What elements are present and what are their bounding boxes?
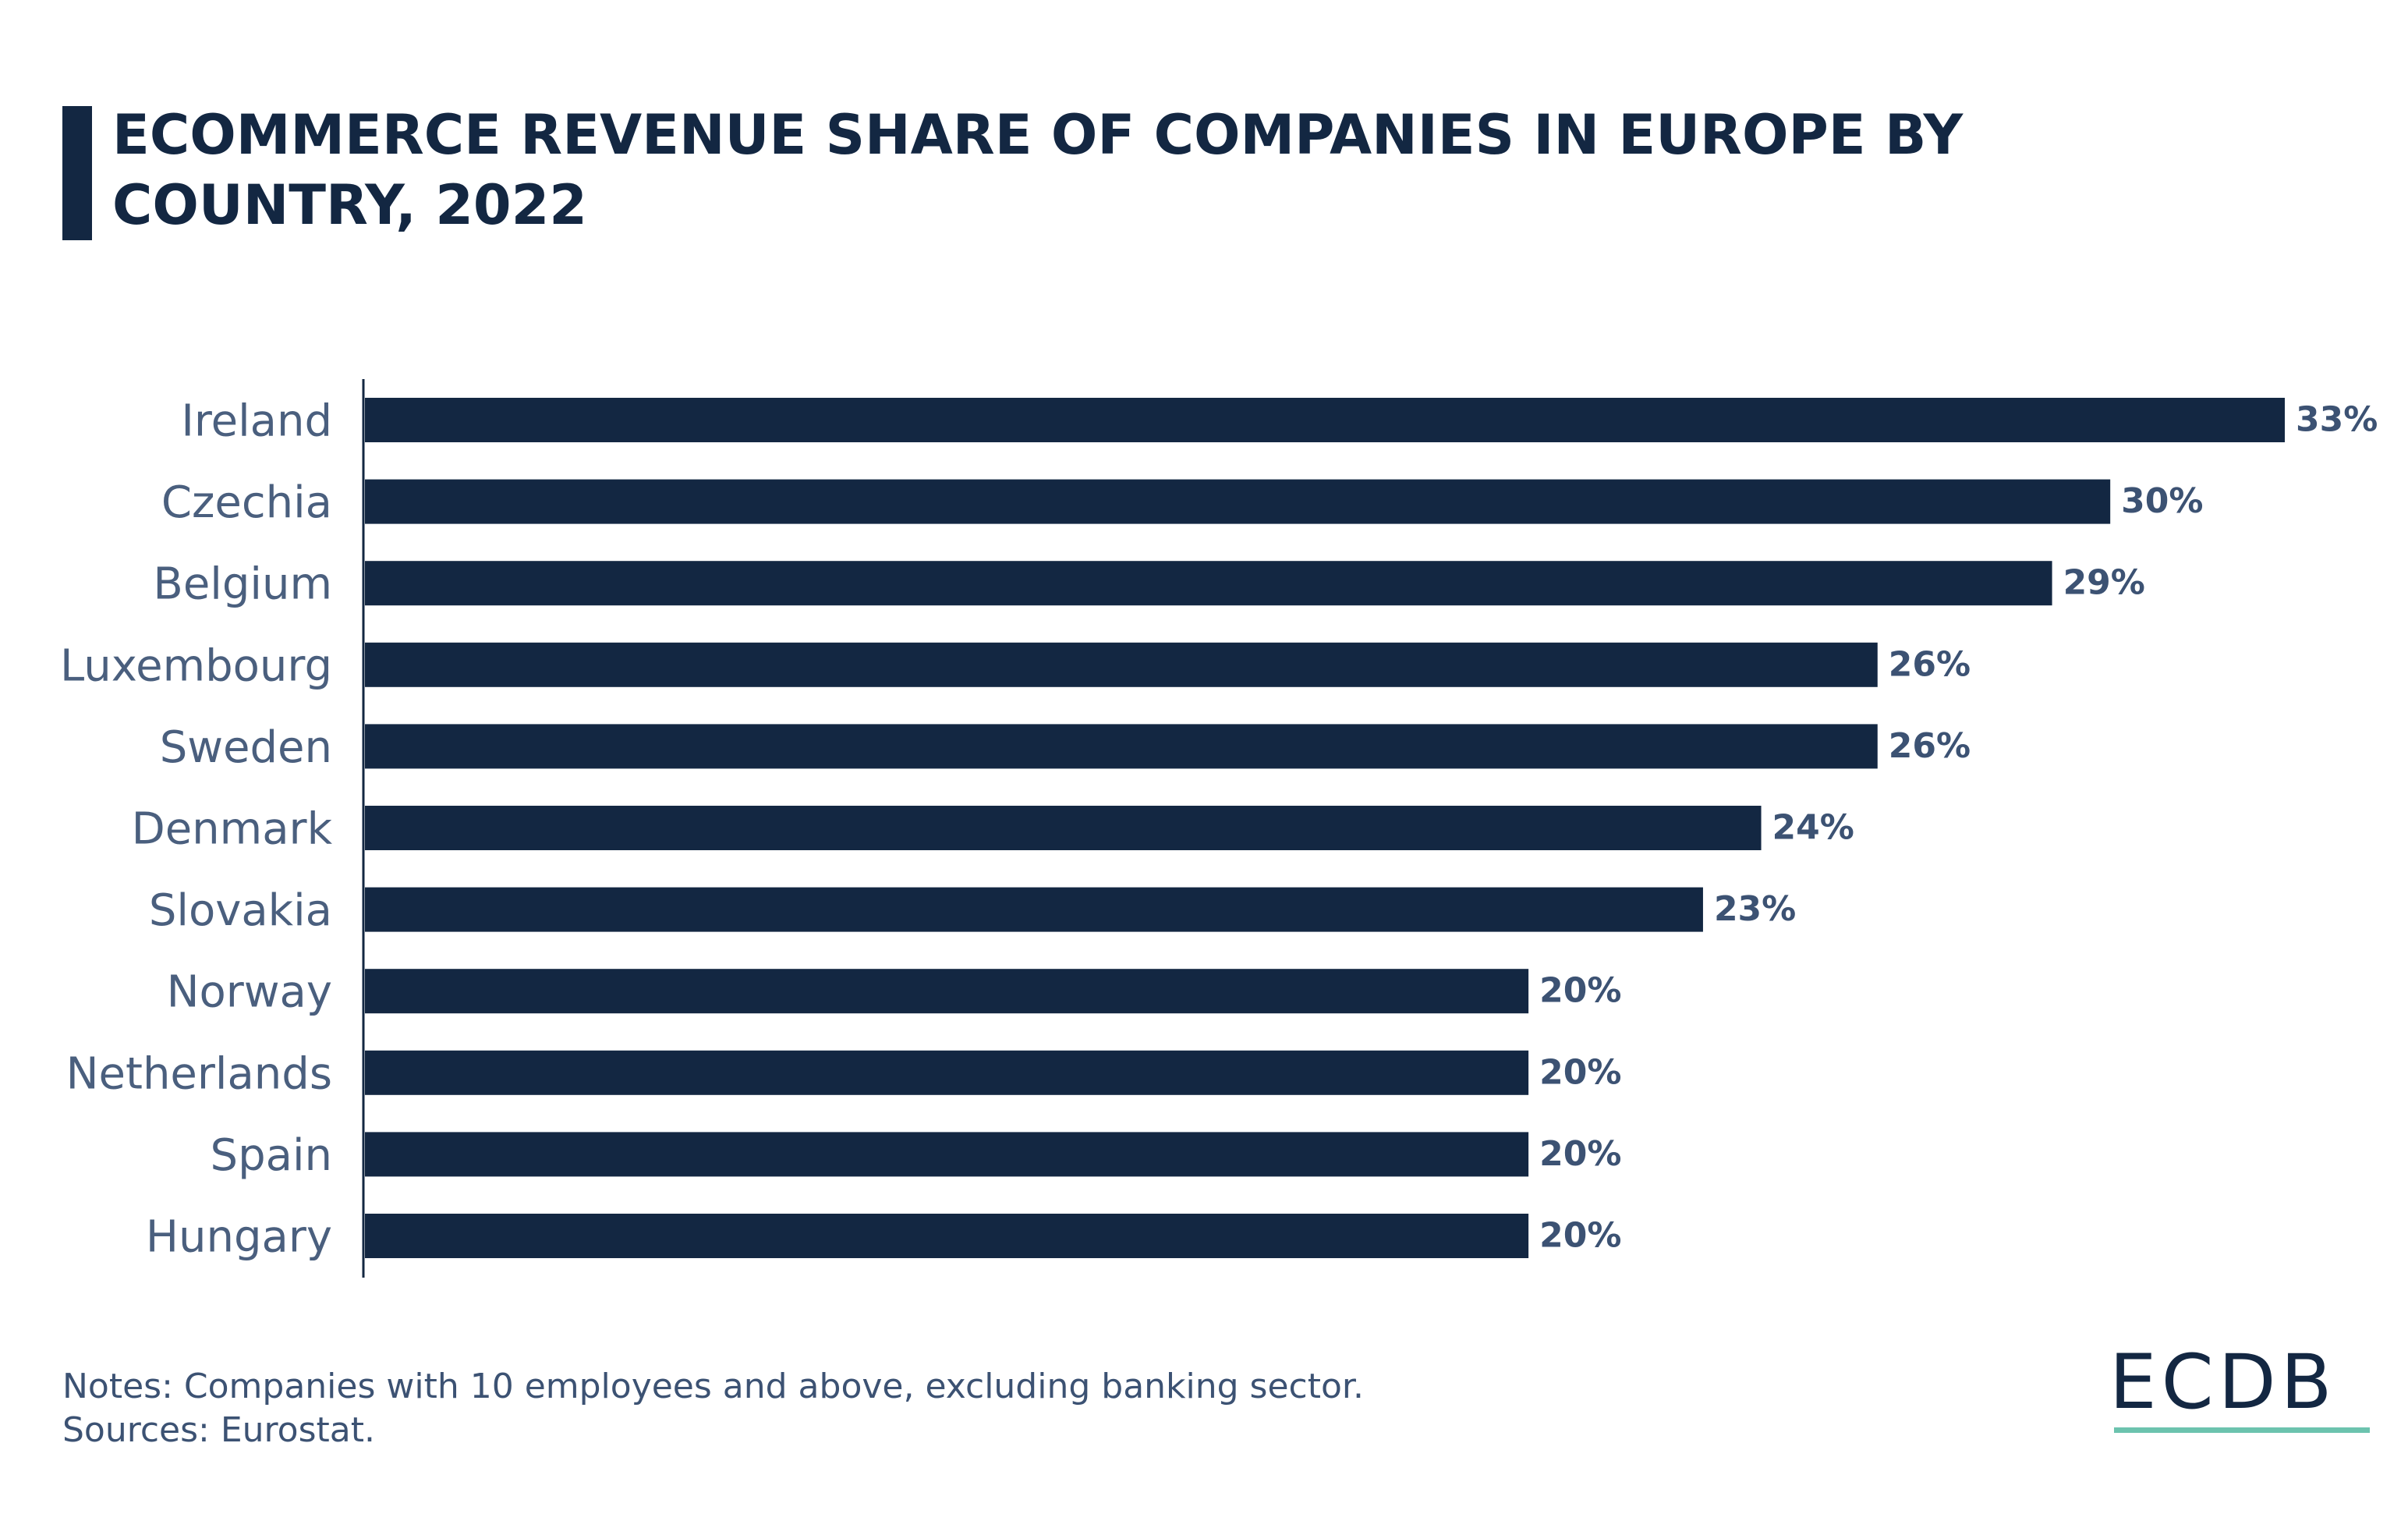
- bar-denmark: [365, 806, 1762, 850]
- category-label: Ireland: [181, 396, 332, 447]
- value-label: 20%: [1539, 1052, 1621, 1092]
- bar-sweden: [365, 724, 1878, 769]
- chart-title: ECOMMERCE REVENUE SHARE OF COMPANIES IN …: [112, 103, 1964, 237]
- bar-ireland: [365, 398, 2285, 442]
- category-label: Sweden: [160, 722, 332, 773]
- category-label: Slovakia: [149, 885, 332, 936]
- value-label: 29%: [2063, 563, 2145, 603]
- value-label: 30%: [2121, 481, 2203, 521]
- value-label: 26%: [1889, 644, 1971, 684]
- notes-text: Notes: Companies with 10 employees and a…: [62, 1367, 1364, 1406]
- ecdb-logo: ECDB: [2109, 1343, 2374, 1433]
- bar-slovakia: [365, 887, 1703, 932]
- bar-czechia: [365, 479, 2111, 524]
- category-label: Luxembourg: [60, 640, 332, 691]
- bar-netherlands: [365, 1050, 1529, 1095]
- bar-belgium: [365, 561, 2052, 606]
- value-label: 26%: [1889, 726, 1971, 766]
- category-label: Hungary: [146, 1212, 332, 1263]
- bar-spain: [365, 1132, 1529, 1177]
- value-label: 33%: [2296, 400, 2378, 440]
- sources-text: Sources: Eurostat.: [62, 1410, 375, 1450]
- bar-luxembourg: [365, 642, 1878, 687]
- bar-norway: [365, 969, 1529, 1014]
- value-label: 20%: [1539, 1216, 1621, 1256]
- value-label: 20%: [1539, 971, 1621, 1011]
- bar-hungary: [365, 1214, 1529, 1258]
- category-label: Norway: [167, 967, 332, 1018]
- value-label: 23%: [1714, 889, 1796, 929]
- value-label: 24%: [1772, 808, 1854, 848]
- value-label: 20%: [1539, 1134, 1621, 1174]
- chart-notes: Notes: Companies with 10 employees and a…: [62, 1365, 1364, 1452]
- category-label: Denmark: [132, 804, 333, 855]
- logo-underline: [2114, 1427, 2370, 1433]
- category-label: Czechia: [161, 477, 332, 528]
- category-label: Netherlands: [66, 1048, 332, 1099]
- logo-text: ECDB: [2109, 1338, 2337, 1426]
- title-accent-bar: [62, 106, 92, 240]
- category-label: Spain: [211, 1130, 332, 1181]
- category-label: Belgium: [153, 559, 332, 610]
